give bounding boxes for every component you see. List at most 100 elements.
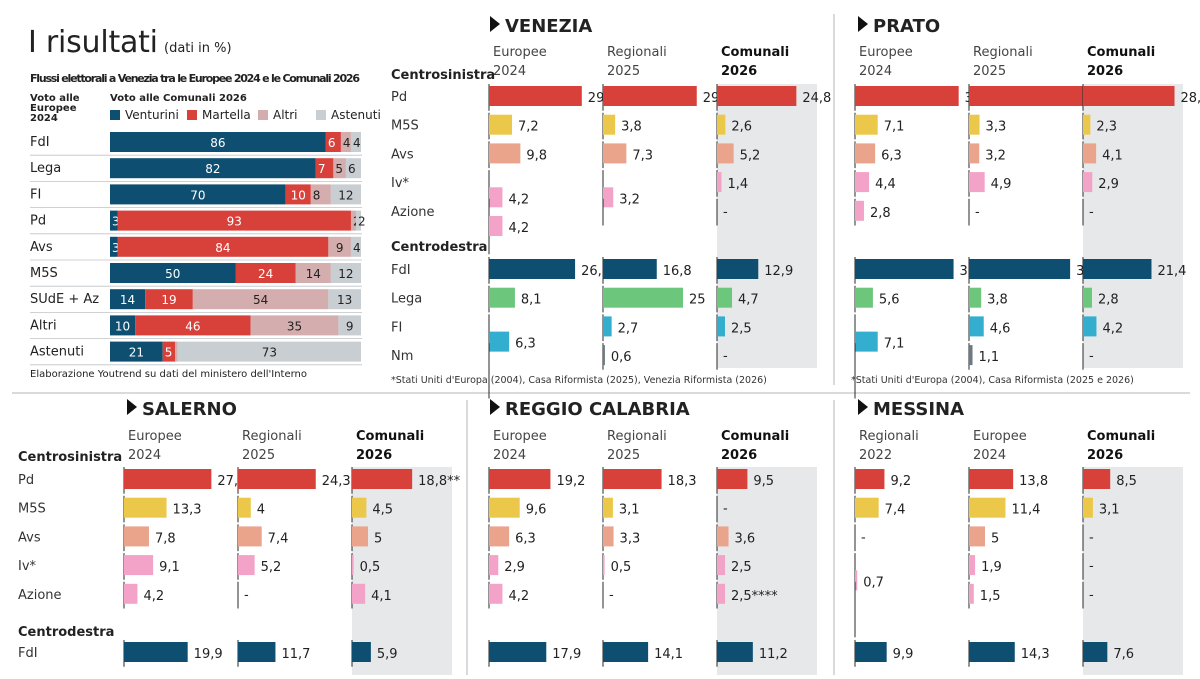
value-label: 19,2 bbox=[556, 474, 585, 489]
party-bar bbox=[969, 172, 985, 193]
party-row: FdI 19,9 11,7 5,9 bbox=[18, 640, 398, 667]
value-label: 18,3 bbox=[668, 474, 697, 489]
party-label: M5S bbox=[391, 119, 419, 134]
value-label: 0,7 bbox=[863, 575, 884, 590]
value-label: 14,1 bbox=[654, 647, 683, 662]
column-header: Europee bbox=[493, 429, 547, 444]
party-row: Azione 4,2 - 4,1 bbox=[18, 581, 392, 609]
party-bar bbox=[1083, 642, 1108, 662]
flussi-segment-label: 9 bbox=[336, 241, 344, 255]
party-bar bbox=[969, 259, 1071, 279]
value-label: 7,8 bbox=[155, 531, 176, 546]
party-bar bbox=[238, 497, 251, 518]
flussi-segment-label: 84 bbox=[215, 241, 230, 255]
party-bar bbox=[352, 526, 368, 547]
party-bar bbox=[855, 287, 873, 308]
party-bar bbox=[969, 287, 982, 308]
value-label: 4,2 bbox=[508, 192, 529, 207]
column-header: Europee bbox=[493, 45, 547, 60]
flussi-segment bbox=[175, 341, 178, 362]
value-label: 12,9 bbox=[764, 264, 793, 279]
party-row: Avs 9,8 7,3 5,2 bbox=[391, 141, 760, 169]
flussi-segment bbox=[110, 263, 236, 283]
flussi-title: Flussi elettorali a Venezia tra le Europ… bbox=[30, 72, 360, 85]
party-bar bbox=[352, 555, 354, 576]
flussi-segment-label: 5 bbox=[335, 162, 343, 176]
flussi-segment bbox=[192, 289, 329, 310]
party-label: FI bbox=[391, 320, 402, 335]
value-label: 9,1 bbox=[159, 560, 180, 575]
value-label: 2,5 bbox=[731, 321, 752, 336]
party-row: 4,2 - 2,5**** bbox=[488, 581, 778, 609]
flussi-segment-label: 10 bbox=[291, 188, 306, 202]
party-bar bbox=[489, 469, 551, 489]
party-bar bbox=[855, 200, 864, 221]
party-row: 9,9 14,3 7,6 bbox=[854, 640, 1134, 667]
footnote: *Stati Uniti d'Europa (2004), Casa Rifor… bbox=[391, 375, 767, 386]
legend-label: Martella bbox=[202, 108, 251, 122]
flussi-segment bbox=[315, 158, 334, 179]
party-bar bbox=[969, 316, 984, 337]
value-label: 17,9 bbox=[552, 647, 581, 662]
party-bar bbox=[1083, 497, 1093, 518]
party-bar bbox=[717, 287, 733, 308]
value-label: 3,3 bbox=[620, 531, 641, 546]
flussi-row: Lega 82 7 5 6 bbox=[30, 158, 362, 182]
party-row: 9,2 13,8 8,5 bbox=[854, 467, 1137, 494]
value-label: 8,1 bbox=[521, 293, 542, 308]
value-label: - bbox=[1089, 559, 1094, 574]
party-row: 6,3 3,2 4,1 bbox=[854, 141, 1123, 169]
party-bar bbox=[352, 642, 371, 662]
party-bar bbox=[603, 497, 613, 518]
column-header: Regionali bbox=[973, 45, 1033, 60]
value-label: 4,4 bbox=[875, 177, 896, 192]
flussi-row: Avs 3 84 9 4 bbox=[30, 236, 362, 261]
value-label: 4,2 bbox=[143, 589, 164, 604]
value-label: 2,9 bbox=[504, 560, 525, 575]
flussi-row: FI 70 10 8 12 bbox=[30, 184, 362, 209]
flussi-segment bbox=[110, 341, 163, 362]
party-row: Nm 0,6 - bbox=[391, 343, 728, 399]
party-row: 1,1 - bbox=[854, 343, 1094, 399]
legend-swatch bbox=[187, 110, 197, 120]
flussi-segment bbox=[110, 315, 136, 336]
value-label: 3,6 bbox=[735, 531, 756, 546]
flussi-segment-label: 50 bbox=[165, 267, 180, 281]
value-label: 14,3 bbox=[1021, 647, 1050, 662]
party-row: 1,5 - bbox=[854, 581, 1094, 638]
party-row: Avs 7,8 7,4 5 bbox=[18, 524, 382, 552]
value-label: - bbox=[861, 530, 866, 545]
party-bar bbox=[855, 497, 879, 518]
column-header: 2024 bbox=[493, 448, 526, 463]
flussi-segment bbox=[328, 236, 351, 257]
flussi-row-label: SUdE + Az bbox=[30, 292, 99, 307]
value-label: 16,8 bbox=[663, 264, 692, 279]
flussi-left-header: Voto alle bbox=[30, 93, 80, 104]
party-bar bbox=[238, 642, 276, 662]
party-bar bbox=[969, 114, 980, 135]
party-bar bbox=[603, 143, 627, 164]
comunali-column-shade bbox=[717, 467, 817, 675]
flussi-segment-label: 12 bbox=[338, 188, 353, 202]
column-header: Regionali bbox=[242, 429, 302, 444]
flussi-segment bbox=[340, 132, 351, 152]
party-bar bbox=[603, 86, 697, 106]
flussi-segment-label: 73 bbox=[262, 346, 277, 360]
party-row: 5,6 3,8 2,8 bbox=[854, 285, 1119, 313]
flussi-segment bbox=[295, 263, 331, 283]
legend-swatch bbox=[110, 110, 120, 120]
flussi-segment-label: 93 bbox=[227, 215, 242, 229]
value-label: - bbox=[975, 205, 980, 220]
group-label: Centrodestra bbox=[18, 625, 114, 640]
flussi-row: M5S 50 24 14 12 bbox=[30, 263, 362, 287]
party-bar bbox=[969, 526, 985, 547]
value-label: 2,5**** bbox=[731, 589, 778, 604]
party-bar bbox=[124, 583, 138, 604]
column-header: 2024 bbox=[493, 64, 526, 79]
party-bar bbox=[124, 642, 188, 662]
party-row: 7,4 11,4 3,1 bbox=[854, 495, 1120, 523]
party-bar bbox=[969, 583, 974, 604]
column-header: Regionali bbox=[607, 429, 667, 444]
party-bar bbox=[969, 469, 1014, 489]
flussi-segment bbox=[355, 210, 361, 231]
